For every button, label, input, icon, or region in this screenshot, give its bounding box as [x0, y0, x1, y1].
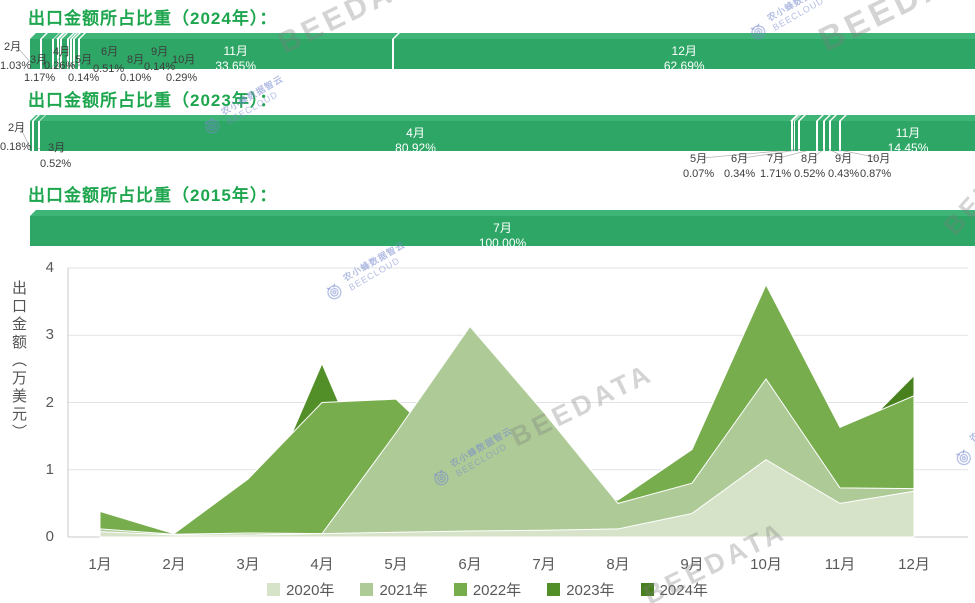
- callout-month-label: 2月: [8, 122, 26, 134]
- callout-percent-label: 0.18%: [0, 141, 32, 153]
- bar-segment-2024-8月[interactable]: [68, 33, 76, 69]
- chart-legend: 2020年 2021年 2022年 2023年 2024年: [0, 579, 975, 600]
- bar-segment-2024-3月[interactable]: [41, 33, 59, 69]
- section-2015: 出口金额所占比重（2015年）： 7月 100.00%: [0, 181, 975, 250]
- legend-swatch: [267, 583, 281, 596]
- callout-percent-label: 1.71%: [760, 168, 792, 180]
- x-axis-label: 2月: [162, 556, 186, 573]
- bar-segment-2023-7月[interactable]: [800, 115, 823, 151]
- bar-segment-2023-10月[interactable]: [831, 115, 846, 151]
- x-axis-label: 11月: [824, 556, 856, 573]
- bar-segment-2024-2月[interactable]: [30, 33, 46, 69]
- callout-percent-label: 1.03%: [0, 60, 32, 72]
- bar-segment-2024-11月[interactable]: 11月 33.65%: [79, 33, 398, 73]
- callout-month-label: 8月: [801, 153, 819, 165]
- area-series-2020年[interactable]: [99, 459, 915, 538]
- callout-month-label: 7月: [767, 153, 785, 165]
- bar-segment-2023-2月[interactable]: [30, 115, 38, 151]
- legend-item-2024年[interactable]: 2024年: [640, 579, 708, 600]
- y-axis-label: 3: [45, 326, 54, 344]
- legend-label: 2022年: [472, 582, 522, 599]
- bar-segment-2023-9月[interactable]: [825, 115, 835, 151]
- callout-percent-label: 0.52%: [40, 158, 72, 170]
- section-2024: 出口金额所占比重（2024年）： 11月 33.65% 12月 62.69% 2月 1.…: [0, 4, 975, 84]
- x-axis-label: 1月: [88, 556, 112, 573]
- callout-percent-label: 0.29%: [166, 72, 198, 84]
- callout-percent-label: 0.43%: [828, 168, 860, 180]
- bar-segment-2023-11月[interactable]: 11月 14.45%: [841, 115, 975, 155]
- bar-segment-2024-10月[interactable]: [75, 33, 84, 69]
- callout-month-label: 6月: [731, 153, 749, 165]
- bar-segment-2024-4月[interactable]: [54, 33, 63, 69]
- callout-percent-label: 0.34%: [724, 168, 756, 180]
- bar-2024: 11月 33.65% 12月 62.69% 2月 1.03% 3月 1.17% 4月 0.26%…: [0, 32, 975, 84]
- x-axis-label: 6月: [458, 556, 482, 573]
- segment-label: 7月 100.00%: [478, 221, 527, 250]
- legend-swatch: [640, 583, 654, 596]
- bar-segment-2023-6月[interactable]: [795, 115, 805, 151]
- x-axis-label: 8月: [606, 556, 630, 573]
- segment-label: 4月 80.92%: [395, 126, 436, 155]
- bar-segment-2024-5月[interactable]: [58, 33, 67, 69]
- x-axis-label: 12月: [898, 556, 930, 573]
- bar-segment-2024-12月[interactable]: 12月 62.69%: [393, 33, 975, 73]
- legend-label: 2024年: [659, 582, 708, 599]
- section-2023: 出口金额所占比重（2023年）： 4月 80.92% 11月 14.45% 2月 0.1…: [0, 86, 975, 180]
- bar-2023: 4月 80.92% 11月 14.45% 2月 0.18% 3月 0.52% 5月 0.07% 6…: [0, 114, 975, 180]
- bar-segment-2024-6月[interactable]: [62, 33, 73, 69]
- legend-item-2020年[interactable]: 2020年: [267, 579, 334, 600]
- callout-percent-label: 0.14%: [68, 72, 100, 84]
- bar-front-2015: 7月 100.00%: [30, 210, 975, 250]
- bar-front-2024: 11月 33.65% 12月 62.69%: [30, 33, 975, 73]
- legend-swatch: [453, 583, 467, 596]
- segment-label: 12月 62.69%: [663, 44, 705, 73]
- legend-label: 2021年: [379, 582, 428, 599]
- callout-percent-label: 0.10%: [120, 72, 152, 84]
- x-axis-label: 5月: [384, 556, 408, 573]
- y-axis-label: 4: [45, 259, 54, 276]
- x-axis-label: 10月: [750, 556, 782, 573]
- callout-month-label: 2月: [4, 41, 22, 53]
- section-title-2015: 出口金额所占比重（2015年）：: [28, 186, 278, 205]
- y-axis-label: 1: [45, 460, 54, 478]
- legend-item-2023年[interactable]: 2023年: [547, 579, 615, 600]
- legend-item-2022年[interactable]: 2022年: [453, 579, 522, 600]
- y-axis-label: 0: [45, 528, 54, 545]
- bar-segment-2023-8月[interactable]: [818, 115, 830, 151]
- bar-segment-2023-3月[interactable]: [33, 115, 45, 151]
- x-axis-label: 3月: [236, 556, 260, 573]
- x-axis-label: 9月: [680, 556, 704, 573]
- legend-label: 2020年: [286, 582, 335, 599]
- legend-swatch: [547, 583, 561, 596]
- area-chart: [67, 267, 968, 538]
- callout-percent-label: 0.52%: [794, 168, 826, 180]
- legend-label: 2023年: [566, 582, 615, 599]
- legend-item-2021年[interactable]: 2021年: [360, 579, 428, 600]
- x-axis-label: 4月: [310, 556, 334, 573]
- segment-label: 11月 14.45%: [887, 126, 929, 155]
- callout-percent-label: 0.07%: [683, 168, 715, 180]
- y-axis-title: 出口金额（万美元）: [10, 280, 27, 442]
- section-title-2023: 出口金额所占比重（2023年）：: [28, 91, 278, 110]
- callout-percent-label: 1.17%: [24, 72, 56, 84]
- legend-swatch: [360, 583, 374, 596]
- callout-month-label: 5月: [690, 153, 708, 165]
- bar-segment-2015-7月[interactable]: 7月 100.00%: [30, 210, 975, 250]
- bar-segment-2023-4月[interactable]: 4月 80.92%: [40, 115, 797, 155]
- y-axis-label: 2: [45, 393, 54, 411]
- bar-2015: 7月 100.00%: [30, 209, 975, 250]
- section-title-2024: 出口金额所占比重（2024年）：: [28, 9, 278, 28]
- area-chart-section: 出口金额（万美元） 0 1 2 3 4 1月 2月 3月 4月 5月 6月 7月 8月 9月 10月 11月…: [0, 255, 975, 603]
- bar-segment-2023-5月[interactable]: [792, 115, 800, 151]
- bar-segment-2024-9月[interactable]: [71, 33, 80, 69]
- bar-front-2023: 4月 80.92% 11月 14.45%: [30, 115, 975, 155]
- segment-label: 11月 33.65%: [215, 44, 257, 73]
- callout-month-label: 9月: [835, 153, 853, 165]
- x-axis-label: 7月: [532, 556, 556, 573]
- callout-percent-label: 0.87%: [860, 168, 892, 180]
